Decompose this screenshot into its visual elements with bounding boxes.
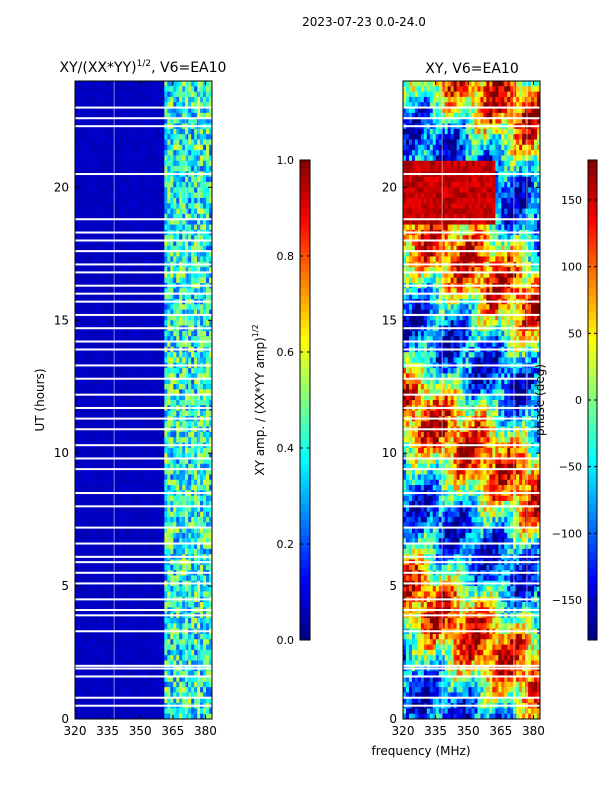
colorbar-tick-label: 0.0: [277, 634, 295, 647]
colorbar-tick-label: 0.2: [277, 538, 295, 551]
colorbar-tick-label: −150: [552, 594, 582, 607]
colorbar-tick-label: 0: [575, 394, 582, 407]
colorbar-tick-label: 1.0: [277, 154, 295, 167]
left-ticks: 320 335 350 365 380 0 5 10 15 20: [54, 81, 217, 738]
right-panel-title: XY, V6=EA10: [425, 61, 519, 77]
left-cbar-label-sup: 1/2: [251, 324, 260, 337]
x-tick-label: 320: [392, 724, 415, 738]
left-axes-frame: [74, 80, 213, 720]
colorbar-tick-label: 0.6: [277, 346, 295, 359]
left-panel: XY/(XX*YY)1/2, V6=EA10 320 335 350 365 380 0 5…: [33, 59, 226, 738]
left-panel-title: XY/(XX*YY)1/2, V6=EA10: [60, 59, 227, 76]
colorbar-tick-label: 150: [561, 194, 582, 207]
right-axes-frame: [402, 80, 541, 720]
x-tick-label: 350: [457, 724, 480, 738]
figure-xlabel: frequency (MHz): [371, 744, 470, 758]
colorbar-tick-label: 0.8: [277, 250, 295, 263]
x-tick-label: 365: [161, 724, 184, 738]
left-ylabel: UT (hours): [33, 368, 47, 431]
x-tick-label: 380: [194, 724, 217, 738]
colorbar-tick-label: 100: [561, 261, 582, 274]
y-tick-label: 20: [54, 180, 69, 194]
y-tick-label: 0: [389, 712, 397, 726]
colorbar-tick-label: −100: [552, 527, 582, 540]
x-tick-label: 380: [522, 724, 545, 738]
left-colorbar: 0.0 0.2 0.4 0.6 0.8 1.0 XY amp. / (XX*YY amp)…: [251, 154, 311, 647]
left-title-main: XY/(XX*YY): [60, 60, 137, 76]
x-tick-label: 320: [64, 724, 87, 738]
right-colorbar: 150 100 50 0 −50 −100 −150 phase (deg): [533, 159, 598, 641]
y-tick-label: 5: [389, 579, 397, 593]
left-heatmap: [75, 81, 212, 719]
x-tick-label: 365: [489, 724, 512, 738]
y-tick-label: 10: [382, 446, 397, 460]
y-tick-label: 15: [54, 313, 69, 327]
y-tick-label: 10: [54, 446, 69, 460]
left-title-sup: 1/2: [137, 59, 151, 69]
colorbar-tick-label: 50: [568, 327, 582, 340]
left-colorbar-frame: [299, 159, 311, 641]
figure-suptitle: 2023-07-23 0.0-24.0: [302, 15, 426, 29]
colorbar-tick-label: 0.4: [277, 442, 295, 455]
left-cbar-label-main: XY amp. / (XX*YY amp): [253, 337, 267, 475]
right-colorbar-gradient: [588, 160, 597, 641]
right-colorbar-ticks: 150 100 50 0 −50 −100 −150: [552, 194, 597, 607]
y-tick-label: 5: [61, 579, 69, 593]
x-tick-label: 350: [129, 724, 152, 738]
y-tick-label: 15: [382, 313, 397, 327]
colorbar-tick-label: −50: [559, 461, 582, 474]
left-title-tail: , V6=EA10: [151, 60, 226, 76]
y-tick-label: 20: [382, 180, 397, 194]
right-colorbar-label: phase (deg): [533, 364, 547, 436]
x-tick-label: 335: [96, 724, 119, 738]
y-tick-label: 0: [61, 712, 69, 726]
right-ticks: 320 335 350 365 380 0 5 10 15 20: [382, 81, 545, 738]
left-colorbar-ticks: 0.0 0.2 0.4 0.6 0.8 1.0: [277, 154, 310, 647]
right-panel: XY, V6=EA10 320 335 350 365 380 0 5 10 15 20: [382, 61, 545, 738]
left-colorbar-gradient: [300, 160, 310, 641]
left-colorbar-label: XY amp. / (XX*YY amp)1/2: [251, 324, 267, 475]
x-tick-label: 335: [424, 724, 447, 738]
right-heatmap: [403, 81, 540, 719]
